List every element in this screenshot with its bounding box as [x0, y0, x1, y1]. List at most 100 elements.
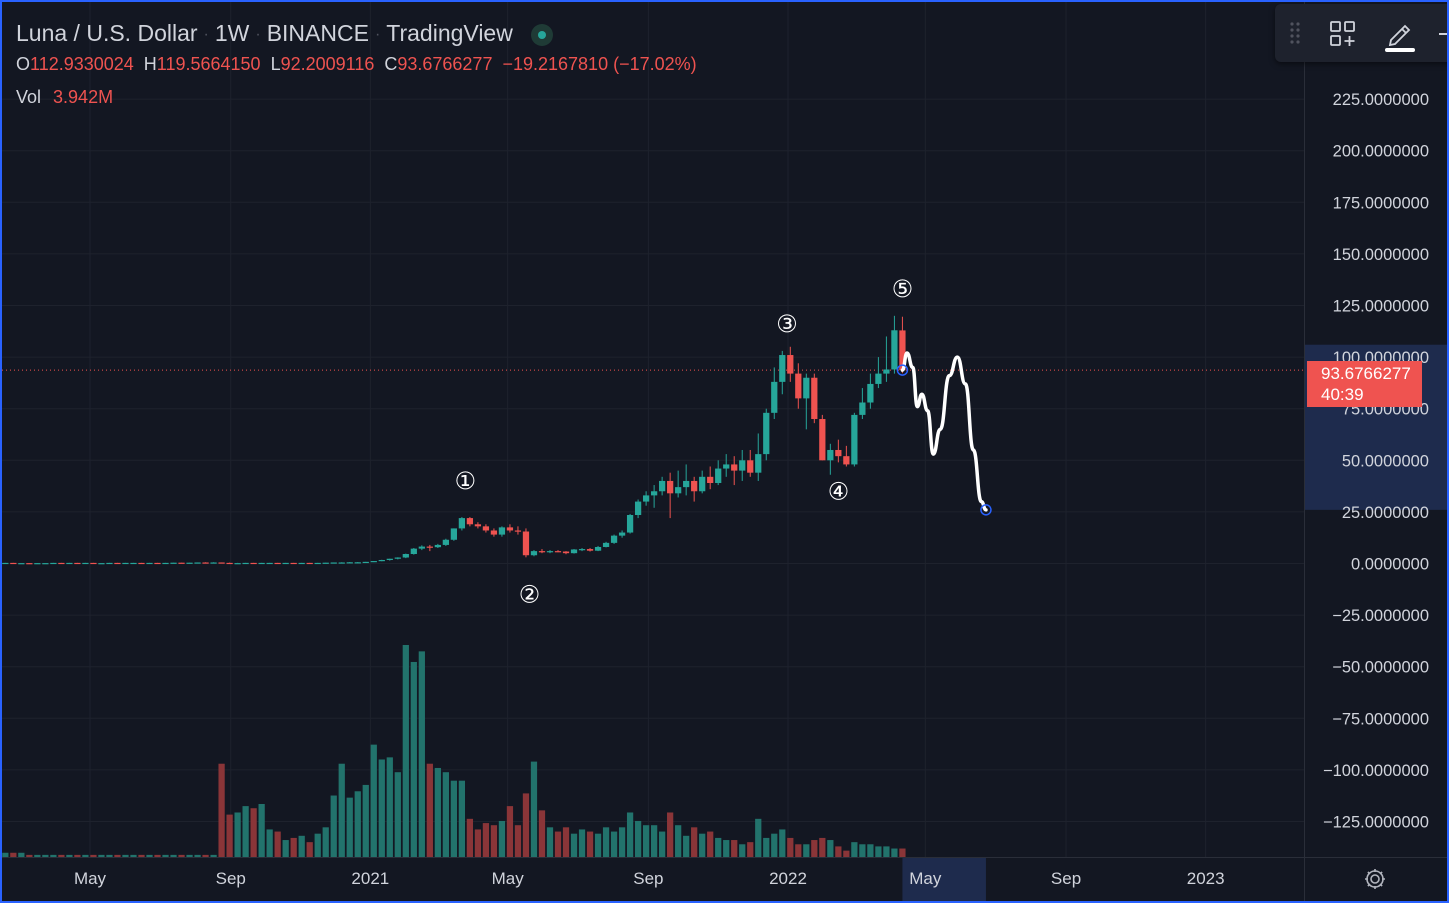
price-tick-label: 0.0000000	[1351, 556, 1429, 574]
volume-bar	[466, 818, 474, 857]
volume-bar	[2, 852, 9, 857]
candle-body	[450, 528, 457, 540]
volume-bar	[426, 763, 433, 857]
volume-bar	[178, 854, 185, 857]
volume-bar	[707, 831, 714, 857]
volume-bar	[594, 833, 602, 857]
more-tools-icon[interactable]	[1433, 12, 1449, 56]
volume-bar	[699, 833, 706, 857]
volume-bar	[779, 829, 786, 857]
time-tick-label: May	[74, 869, 107, 888]
volume-bar	[675, 825, 682, 857]
settings-gear-icon[interactable]	[1360, 864, 1390, 894]
header-separator: ·	[203, 25, 209, 43]
candle-body	[554, 551, 562, 553]
candle-body	[715, 468, 722, 484]
volume-bar	[506, 806, 514, 857]
volume-bar	[90, 854, 97, 857]
candle-body	[490, 530, 498, 535]
wave-count-label: ③	[776, 310, 798, 338]
volume-bar	[434, 767, 441, 857]
volume-bar	[642, 825, 650, 857]
time-tick-label: May	[909, 869, 942, 888]
wave-count-label: ⑤	[892, 275, 914, 303]
candle-body	[314, 562, 321, 565]
price-tick-label: 225.0000000	[1333, 91, 1429, 109]
candle-body	[787, 355, 794, 374]
candle-body	[691, 480, 698, 492]
candle-body	[394, 557, 401, 559]
volume-bar	[811, 840, 818, 857]
volume-bar	[314, 833, 321, 857]
candle-body	[226, 562, 233, 565]
volume-bar	[282, 840, 289, 857]
drawing-toolbar	[1275, 4, 1449, 62]
volume-bar	[122, 854, 129, 857]
volume-bar	[18, 852, 25, 857]
candle-body	[626, 514, 634, 533]
volume-bar	[482, 823, 490, 857]
candle-body	[194, 562, 201, 564]
candle-body	[330, 562, 337, 564]
candle-body	[162, 562, 169, 565]
volume-bar	[410, 661, 417, 857]
candle-body	[2, 562, 9, 565]
candle-body	[699, 476, 706, 492]
candle-body	[426, 546, 433, 548]
time-axis-highlight	[902, 857, 986, 901]
volume-bar	[843, 850, 850, 857]
candle-body	[98, 563, 105, 565]
candle-body	[659, 480, 666, 492]
candle-body	[322, 562, 329, 564]
candle-body	[242, 562, 249, 565]
volume-bar	[602, 827, 610, 857]
candle-body	[514, 530, 522, 532]
volume-bar	[787, 837, 794, 857]
candle-body	[82, 562, 89, 565]
volume-bar	[146, 854, 153, 857]
volume-bar	[250, 808, 257, 857]
interval-label[interactable]: 1W	[214, 20, 250, 46]
candle-body	[346, 562, 353, 564]
time-tick-label: Sep	[633, 869, 663, 888]
candle-body	[562, 551, 570, 554]
volume-bar	[659, 831, 666, 857]
candle-body	[130, 562, 137, 565]
volume-bar	[634, 820, 642, 857]
candle-body	[811, 377, 818, 420]
volume-bar	[610, 831, 618, 857]
volume-bar	[835, 846, 842, 857]
time-tick-label: Sep	[216, 869, 246, 888]
candle-body	[474, 524, 482, 527]
volume-bar	[578, 829, 586, 857]
drag-handle-icon[interactable]	[1285, 18, 1305, 48]
candle-body	[298, 562, 305, 565]
volume-bar	[66, 854, 73, 857]
volume-bar	[234, 812, 241, 857]
volume-bar	[731, 840, 738, 857]
symbol-name[interactable]: Luna / U.S. Dollar	[16, 20, 198, 46]
volume-bar	[138, 854, 145, 857]
candle-body	[779, 355, 786, 382]
candle-body	[466, 518, 474, 525]
volume-bar	[58, 854, 65, 857]
volume-bar	[618, 827, 626, 857]
candle-body	[546, 551, 554, 553]
candle-body	[210, 562, 217, 564]
exchange-label: BINANCE	[266, 20, 369, 46]
candle-body	[218, 562, 225, 564]
ohlc-legend: O112.9330024 H119.5664150 L92.2009116 C93.6…	[16, 54, 697, 75]
pencil-icon[interactable]	[1377, 12, 1421, 56]
price-tick-label: −125.0000000	[1323, 814, 1429, 832]
candle-body	[570, 549, 578, 554]
candle-body	[827, 449, 834, 461]
candle-body	[883, 369, 890, 374]
candle-body	[723, 464, 730, 469]
market-open-indicator-icon[interactable]	[530, 23, 553, 46]
volume-legend[interactable]: Vol 3.942M	[16, 87, 113, 108]
volume-bar	[418, 651, 425, 857]
candle-body	[707, 476, 714, 484]
add-widget-icon[interactable]	[1321, 12, 1365, 56]
time-tick-label: 2022	[769, 869, 807, 888]
